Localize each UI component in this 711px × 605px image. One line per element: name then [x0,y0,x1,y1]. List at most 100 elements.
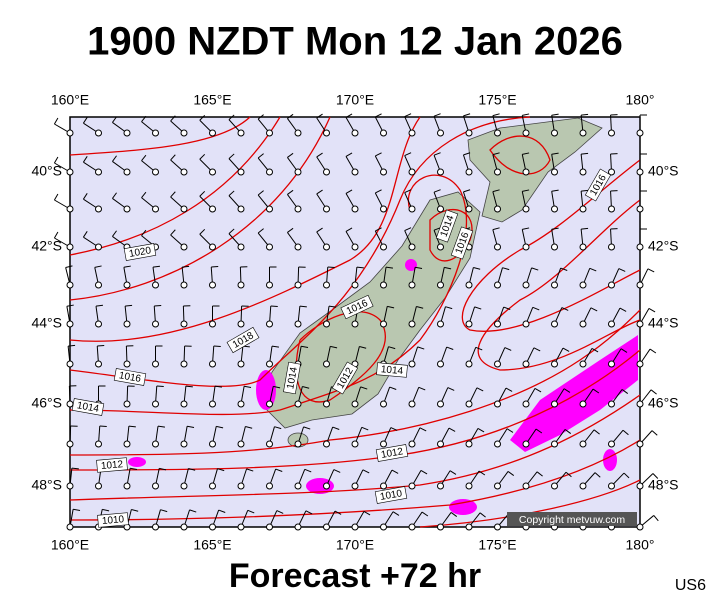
station [267,321,273,327]
station [67,524,73,530]
lat-label-right: 44°S [648,315,679,331]
lat-label-right: 46°S [648,395,679,411]
station [67,169,73,175]
station [324,441,330,447]
lat-label-right: 40°S [648,163,679,179]
station [238,361,244,367]
station [438,401,444,407]
station [523,282,529,288]
station [238,483,244,489]
station [324,244,330,250]
station [238,130,244,136]
station [552,169,558,175]
station [267,524,273,530]
station [409,524,415,530]
station [124,321,130,327]
station [438,282,444,288]
station [637,321,643,327]
station [67,441,73,447]
station [438,244,444,250]
station [210,401,216,407]
isobar-label: 1014 [380,364,404,377]
isobar-label: 1010 [101,514,125,527]
station [295,244,301,250]
station [438,206,444,212]
station [96,130,102,136]
station [381,130,387,136]
station [609,206,615,212]
rain-area [128,457,146,467]
station [466,282,472,288]
station [609,483,615,489]
station [295,282,301,288]
station [609,361,615,367]
station [267,169,273,175]
station [238,206,244,212]
station [96,282,102,288]
station [324,524,330,530]
station [381,441,387,447]
station [637,441,643,447]
station [124,401,130,407]
station [352,130,358,136]
station [295,483,301,489]
station [238,524,244,530]
station [523,244,529,250]
station [466,483,472,489]
station [438,321,444,327]
station [153,483,159,489]
station [352,282,358,288]
station [637,524,643,530]
station [267,401,273,407]
station [438,169,444,175]
station [295,130,301,136]
station [637,169,643,175]
station [466,206,472,212]
isobar-label-group: 1014 [377,363,408,378]
station [153,441,159,447]
station [381,524,387,530]
station [96,206,102,212]
station [409,321,415,327]
station [609,244,615,250]
lat-label-left: 48°S [31,477,62,493]
station [552,401,558,407]
station [324,169,330,175]
lon-label-top: 175°E [478,92,516,108]
station [96,441,102,447]
station [324,282,330,288]
station [210,361,216,367]
station [67,130,73,136]
station [181,524,187,530]
station [352,524,358,530]
station [637,483,643,489]
station [580,401,586,407]
station [381,321,387,327]
station [324,361,330,367]
station [466,401,472,407]
station [438,130,444,136]
lon-label-bottom: 165°E [193,537,231,553]
station [96,244,102,250]
station [352,321,358,327]
station [153,524,159,530]
station [238,401,244,407]
station [495,361,501,367]
station [609,401,615,407]
station [267,244,273,250]
station [210,321,216,327]
station [67,206,73,212]
station [580,130,586,136]
station [552,244,558,250]
station [181,401,187,407]
station [609,130,615,136]
station [409,483,415,489]
station [381,244,387,250]
station [637,206,643,212]
station [552,441,558,447]
station [267,441,273,447]
station [238,244,244,250]
station [523,441,529,447]
station [438,361,444,367]
